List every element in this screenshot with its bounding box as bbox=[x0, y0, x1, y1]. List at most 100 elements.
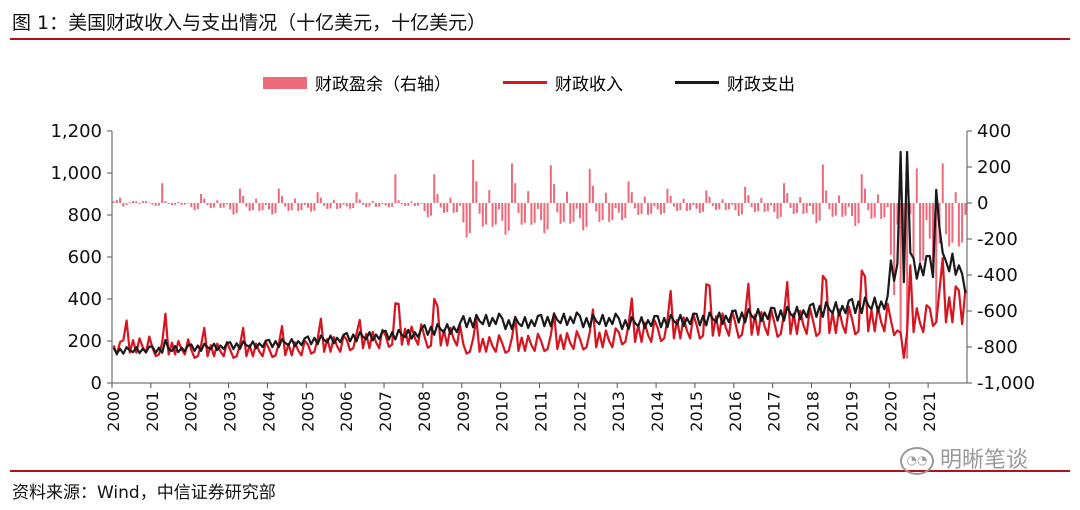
surplus-bar bbox=[572, 203, 575, 222]
x-tick-label: 2010 bbox=[493, 391, 512, 432]
surplus-bar bbox=[585, 203, 588, 227]
surplus-bar bbox=[157, 203, 160, 206]
surplus-bar bbox=[731, 203, 734, 205]
legend-item-surplus: 财政盈余（右轴） bbox=[263, 70, 451, 95]
surplus-bar bbox=[261, 203, 264, 211]
surplus-bar bbox=[148, 202, 151, 203]
surplus-bar bbox=[439, 203, 442, 208]
surplus-bar bbox=[549, 165, 552, 203]
surplus-bar bbox=[219, 203, 222, 208]
surplus-bar bbox=[358, 199, 361, 203]
surplus-bar bbox=[795, 203, 798, 213]
surplus-bar bbox=[640, 203, 643, 214]
surplus-bar bbox=[964, 203, 967, 215]
surplus-bar bbox=[417, 203, 420, 206]
surplus-bar bbox=[931, 203, 934, 267]
y-right-tick-label: -600 bbox=[977, 301, 1018, 322]
surplus-bar bbox=[925, 203, 928, 221]
surplus-bar bbox=[297, 203, 300, 211]
surplus-bar bbox=[847, 203, 850, 207]
surplus-bar bbox=[404, 203, 407, 206]
x-tick-label: 2003 bbox=[221, 391, 240, 432]
surplus-bar bbox=[170, 203, 173, 205]
surplus-bar bbox=[374, 203, 377, 207]
surplus-bar bbox=[303, 203, 306, 206]
surplus-bar bbox=[517, 203, 520, 213]
title-rule bbox=[10, 38, 1070, 40]
surplus-bar bbox=[268, 203, 271, 210]
surplus-bar bbox=[808, 203, 811, 206]
surplus-bar bbox=[216, 200, 219, 203]
surplus-bar bbox=[138, 203, 141, 205]
x-tick-label: 2008 bbox=[415, 391, 434, 432]
surplus-bar bbox=[621, 203, 624, 221]
surplus-bar bbox=[653, 203, 656, 207]
y-right-tick-label: -800 bbox=[977, 337, 1018, 358]
y-left-tick-label: 800 bbox=[68, 205, 102, 226]
y-left-tick-label: 600 bbox=[68, 247, 102, 268]
surplus-bar bbox=[919, 203, 922, 267]
surplus-bar bbox=[893, 203, 896, 296]
y-left-tick-label: 1,200 bbox=[50, 121, 102, 142]
surplus-bar bbox=[281, 195, 284, 203]
surplus-bar bbox=[912, 203, 915, 261]
surplus-bar bbox=[209, 203, 212, 208]
surplus-bar bbox=[611, 203, 614, 221]
surplus-bar bbox=[831, 203, 834, 217]
y-right-tick-label: -200 bbox=[977, 229, 1018, 250]
surplus-bar bbox=[789, 203, 792, 208]
surplus-bar bbox=[663, 203, 666, 214]
legend-swatch-surplus bbox=[263, 76, 307, 89]
surplus-bar bbox=[604, 192, 607, 203]
surplus-bar bbox=[510, 163, 513, 203]
y-left-tick-label: 200 bbox=[68, 331, 102, 352]
surplus-bar bbox=[753, 203, 756, 212]
surplus-bar bbox=[446, 203, 449, 212]
surplus-bar bbox=[349, 203, 352, 209]
surplus-bar bbox=[213, 203, 216, 208]
surplus-bar bbox=[770, 203, 773, 206]
x-tick-label: 2005 bbox=[298, 391, 317, 432]
surplus-bar bbox=[711, 203, 714, 207]
surplus-bar bbox=[332, 199, 335, 203]
surplus-bar bbox=[251, 203, 254, 211]
surplus-bar bbox=[420, 203, 423, 204]
surplus-bar bbox=[287, 203, 290, 211]
surplus-bar bbox=[397, 200, 400, 203]
surplus-bar bbox=[442, 203, 445, 213]
surplus-bar bbox=[245, 203, 248, 207]
surplus-bar bbox=[689, 203, 692, 211]
surplus-bar bbox=[863, 188, 866, 203]
surplus-bar bbox=[543, 203, 546, 234]
surplus-bar bbox=[899, 203, 902, 336]
surplus-bar bbox=[957, 203, 960, 247]
surplus-bar bbox=[345, 203, 348, 207]
legend-label-spending: 财政支出 bbox=[727, 75, 795, 95]
x-tick-label: 2015 bbox=[687, 391, 706, 432]
surplus-bar bbox=[355, 192, 358, 203]
surplus-bar bbox=[566, 191, 569, 203]
y-right-tick-label: -400 bbox=[977, 265, 1018, 286]
surplus-bar bbox=[238, 188, 241, 203]
surplus-bar bbox=[896, 203, 899, 225]
surplus-bar bbox=[485, 203, 488, 225]
surplus-bar bbox=[536, 203, 539, 209]
surplus-bar bbox=[478, 203, 481, 214]
surplus-bar bbox=[235, 203, 238, 214]
surplus-bar bbox=[481, 203, 484, 227]
source-note: 资料来源：Wind，中信证券研究部 bbox=[12, 483, 276, 503]
y-right-tick-label: 200 bbox=[977, 157, 1011, 178]
legend-swatch-revenue bbox=[503, 81, 547, 84]
surplus-bar bbox=[591, 185, 594, 203]
surplus-bar bbox=[339, 203, 342, 209]
x-tick-label: 2012 bbox=[570, 391, 589, 432]
surplus-bar bbox=[352, 203, 355, 209]
surplus-bar bbox=[504, 203, 507, 235]
surplus-bar bbox=[692, 203, 695, 206]
surplus-bar bbox=[452, 203, 455, 213]
surplus-bar bbox=[546, 203, 549, 230]
surplus-bar bbox=[569, 203, 572, 224]
x-tick-label: 2001 bbox=[143, 391, 162, 432]
surplus-bar bbox=[449, 197, 452, 203]
surplus-bar bbox=[300, 203, 303, 211]
